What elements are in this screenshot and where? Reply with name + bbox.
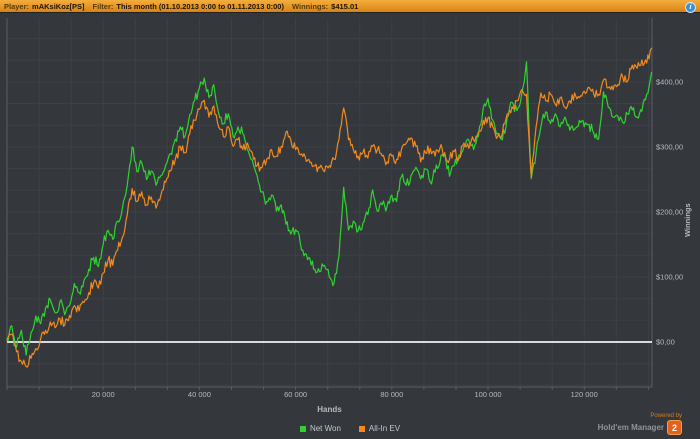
brand-name: Hold'em Manager [597,423,664,432]
filter-value: This month (01.10.2013 0:00 to 01.11.201… [116,2,284,11]
x-tick-label: 100 000 [474,390,501,399]
y-tick-label: $300,00 [656,143,683,152]
net-won-line [6,61,653,356]
y-tick-label: $400,00 [656,78,683,87]
x-tick-label: 20 000 [92,390,115,399]
tick-labels: 20 000 40 000 60 000 80 000 100 000 120 000 $4… [92,78,683,400]
all-in-ev-line [6,47,653,368]
x-tick-label: 80 000 [380,390,403,399]
chart-grid [6,18,652,387]
info-icon[interactable]: i [685,2,696,13]
powered-by-block[interactable]: Powered by Hold'em Manager 2 [598,413,682,435]
y-tick-label: $0,00 [656,338,675,347]
player-label: Player: [4,2,30,11]
legend-item-all-in-ev[interactable]: All-In EV [358,424,401,433]
net-won-swatch-icon [299,425,306,432]
net-won-legend-label: Net Won [309,424,341,433]
winnings-label: Winnings: [291,2,329,11]
winnings-value: $415.01 [331,2,359,11]
filter-header-bar: Player: mAKsiKoz[PS] Filter: This month (01… [0,0,700,13]
y-tick-label: $200,00 [656,208,683,217]
x-tick-label: 60 000 [284,390,307,399]
legend-item-net-won[interactable]: Net Won [299,424,341,433]
axes [6,18,653,390]
x-axis-title: Hands [317,405,342,414]
all-in-ev-legend-label: All-In EV [368,424,401,433]
player-value: mAKsiKoz[PS] [32,2,85,11]
x-tick-label: 120 000 [571,390,598,399]
hm2-badge-icon: 2 [667,420,682,435]
chart-legend: Net Won All-In EV [0,424,700,433]
x-tick-label: 40 000 [188,390,211,399]
all-in-ev-swatch-icon [358,425,365,432]
y-tick-label: $100,00 [656,273,683,282]
winnings-graph: 20 000 40 000 60 000 80 000 100 000 120 000 $4… [6,18,683,400]
y-axis-title: Winnings [683,203,692,237]
filter-label: Filter: [92,2,114,11]
powered-by-label: Powered by [650,413,682,419]
